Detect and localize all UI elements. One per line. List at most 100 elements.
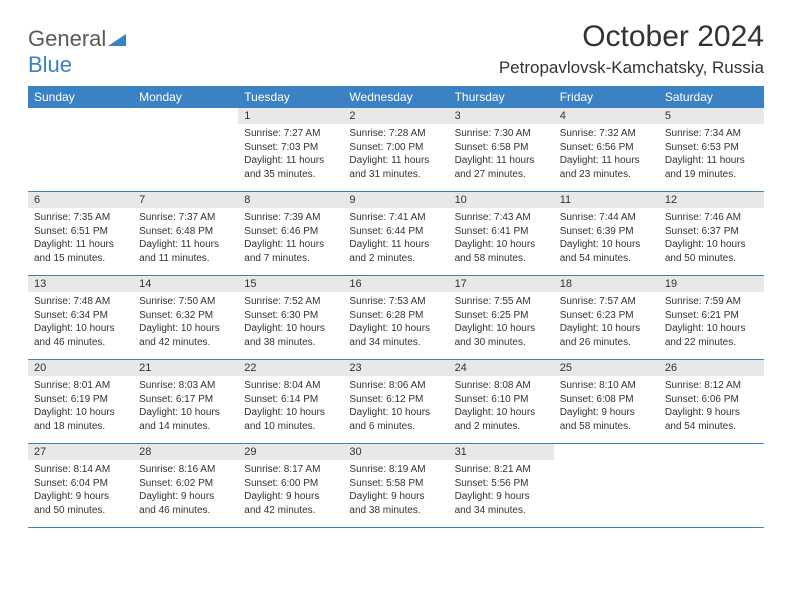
calendar-week: 27Sunrise: 8:14 AMSunset: 6:04 PMDayligh… <box>28 444 764 528</box>
day-details: Sunrise: 7:35 AMSunset: 6:51 PMDaylight:… <box>28 208 133 269</box>
sunset: Sunset: 6:44 PM <box>349 225 442 239</box>
calendar-cell: 13Sunrise: 7:48 AMSunset: 6:34 PMDayligh… <box>28 276 133 360</box>
sunset: Sunset: 6:30 PM <box>244 309 337 323</box>
daylight: Daylight: 11 hours and 23 minutes. <box>560 154 653 181</box>
calendar-cell: 22Sunrise: 8:04 AMSunset: 6:14 PMDayligh… <box>238 360 343 444</box>
calendar-cell: 27Sunrise: 8:14 AMSunset: 6:04 PMDayligh… <box>28 444 133 528</box>
day-details: Sunrise: 7:43 AMSunset: 6:41 PMDaylight:… <box>449 208 554 269</box>
day-details: Sunrise: 8:10 AMSunset: 6:08 PMDaylight:… <box>554 376 659 437</box>
day-number: 19 <box>659 276 764 292</box>
sunrise: Sunrise: 7:44 AM <box>560 211 653 225</box>
day-number: 16 <box>343 276 448 292</box>
sunrise: Sunrise: 7:37 AM <box>139 211 232 225</box>
calendar-week: 1Sunrise: 7:27 AMSunset: 7:03 PMDaylight… <box>28 108 764 192</box>
sunset: Sunset: 6:23 PM <box>560 309 653 323</box>
calendar-cell: 24Sunrise: 8:08 AMSunset: 6:10 PMDayligh… <box>449 360 554 444</box>
sunrise: Sunrise: 8:21 AM <box>455 463 548 477</box>
calendar-cell: 12Sunrise: 7:46 AMSunset: 6:37 PMDayligh… <box>659 192 764 276</box>
sunset: Sunset: 6:58 PM <box>455 141 548 155</box>
sunrise: Sunrise: 7:39 AM <box>244 211 337 225</box>
day-number: 27 <box>28 444 133 460</box>
calendar-cell <box>133 108 238 192</box>
sunrise: Sunrise: 8:06 AM <box>349 379 442 393</box>
day-number: 9 <box>343 192 448 208</box>
sunrise: Sunrise: 8:14 AM <box>34 463 127 477</box>
day-number: 8 <box>238 192 343 208</box>
day-number: 6 <box>28 192 133 208</box>
header: General Blue October 2024 Petropavlovsk-… <box>28 20 764 78</box>
day-number: 7 <box>133 192 238 208</box>
day-number: 4 <box>554 108 659 124</box>
sunset: Sunset: 6:06 PM <box>665 393 758 407</box>
calendar-page: General Blue October 2024 Petropavlovsk-… <box>0 0 792 548</box>
day-number: 3 <box>449 108 554 124</box>
day-details: Sunrise: 7:32 AMSunset: 6:56 PMDaylight:… <box>554 124 659 185</box>
calendar-cell: 3Sunrise: 7:30 AMSunset: 6:58 PMDaylight… <box>449 108 554 192</box>
sunset: Sunset: 6:46 PM <box>244 225 337 239</box>
day-details: Sunrise: 8:19 AMSunset: 5:58 PMDaylight:… <box>343 460 448 521</box>
sunrise: Sunrise: 8:04 AM <box>244 379 337 393</box>
calendar-cell: 14Sunrise: 7:50 AMSunset: 6:32 PMDayligh… <box>133 276 238 360</box>
calendar-cell: 21Sunrise: 8:03 AMSunset: 6:17 PMDayligh… <box>133 360 238 444</box>
calendar-cell: 29Sunrise: 8:17 AMSunset: 6:00 PMDayligh… <box>238 444 343 528</box>
daylight: Daylight: 9 hours and 46 minutes. <box>139 490 232 517</box>
day-details: Sunrise: 7:41 AMSunset: 6:44 PMDaylight:… <box>343 208 448 269</box>
daylight: Daylight: 10 hours and 50 minutes. <box>665 238 758 265</box>
daylight: Daylight: 9 hours and 38 minutes. <box>349 490 442 517</box>
day-number: 18 <box>554 276 659 292</box>
calendar-cell: 30Sunrise: 8:19 AMSunset: 5:58 PMDayligh… <box>343 444 448 528</box>
sunset: Sunset: 6:10 PM <box>455 393 548 407</box>
sunset: Sunset: 6:00 PM <box>244 477 337 491</box>
calendar-cell <box>659 444 764 528</box>
sunset: Sunset: 6:53 PM <box>665 141 758 155</box>
daylight: Daylight: 11 hours and 19 minutes. <box>665 154 758 181</box>
calendar-cell: 2Sunrise: 7:28 AMSunset: 7:00 PMDaylight… <box>343 108 448 192</box>
day-number: 12 <box>659 192 764 208</box>
sunset: Sunset: 6:25 PM <box>455 309 548 323</box>
calendar-cell: 23Sunrise: 8:06 AMSunset: 6:12 PMDayligh… <box>343 360 448 444</box>
sunrise: Sunrise: 7:46 AM <box>665 211 758 225</box>
daylight: Daylight: 10 hours and 34 minutes. <box>349 322 442 349</box>
sunset: Sunset: 6:19 PM <box>34 393 127 407</box>
day-number: 30 <box>343 444 448 460</box>
calendar-cell: 18Sunrise: 7:57 AMSunset: 6:23 PMDayligh… <box>554 276 659 360</box>
sunrise: Sunrise: 8:03 AM <box>139 379 232 393</box>
sunrise: Sunrise: 7:27 AM <box>244 127 337 141</box>
day-details: Sunrise: 8:21 AMSunset: 5:56 PMDaylight:… <box>449 460 554 521</box>
daylight: Daylight: 10 hours and 10 minutes. <box>244 406 337 433</box>
day-number: 20 <box>28 360 133 376</box>
sunset: Sunset: 6:39 PM <box>560 225 653 239</box>
daylight: Daylight: 10 hours and 2 minutes. <box>455 406 548 433</box>
day-details: Sunrise: 7:44 AMSunset: 6:39 PMDaylight:… <box>554 208 659 269</box>
month-title: October 2024 <box>499 20 764 54</box>
day-number: 31 <box>449 444 554 460</box>
calendar-cell: 1Sunrise: 7:27 AMSunset: 7:03 PMDaylight… <box>238 108 343 192</box>
daylight: Daylight: 10 hours and 6 minutes. <box>349 406 442 433</box>
logo-blue: Blue <box>28 52 72 77</box>
day-number: 25 <box>554 360 659 376</box>
weekday-row: SundayMondayTuesdayWednesdayThursdayFrid… <box>28 86 764 108</box>
sunrise: Sunrise: 7:55 AM <box>455 295 548 309</box>
calendar-head: SundayMondayTuesdayWednesdayThursdayFrid… <box>28 86 764 108</box>
calendar-cell: 31Sunrise: 8:21 AMSunset: 5:56 PMDayligh… <box>449 444 554 528</box>
daylight: Daylight: 11 hours and 11 minutes. <box>139 238 232 265</box>
day-number: 26 <box>659 360 764 376</box>
day-details: Sunrise: 7:59 AMSunset: 6:21 PMDaylight:… <box>659 292 764 353</box>
day-number: 5 <box>659 108 764 124</box>
day-number: 1 <box>238 108 343 124</box>
calendar-cell: 11Sunrise: 7:44 AMSunset: 6:39 PMDayligh… <box>554 192 659 276</box>
sunrise: Sunrise: 8:08 AM <box>455 379 548 393</box>
day-number: 14 <box>133 276 238 292</box>
daylight: Daylight: 10 hours and 18 minutes. <box>34 406 127 433</box>
calendar-cell: 28Sunrise: 8:16 AMSunset: 6:02 PMDayligh… <box>133 444 238 528</box>
sunset: Sunset: 6:28 PM <box>349 309 442 323</box>
sunrise: Sunrise: 7:57 AM <box>560 295 653 309</box>
sunset: Sunset: 6:17 PM <box>139 393 232 407</box>
sunrise: Sunrise: 8:12 AM <box>665 379 758 393</box>
daylight: Daylight: 9 hours and 50 minutes. <box>34 490 127 517</box>
calendar-cell: 9Sunrise: 7:41 AMSunset: 6:44 PMDaylight… <box>343 192 448 276</box>
day-details: Sunrise: 7:30 AMSunset: 6:58 PMDaylight:… <box>449 124 554 185</box>
day-number: 10 <box>449 192 554 208</box>
sunset: Sunset: 6:48 PM <box>139 225 232 239</box>
daylight: Daylight: 10 hours and 46 minutes. <box>34 322 127 349</box>
